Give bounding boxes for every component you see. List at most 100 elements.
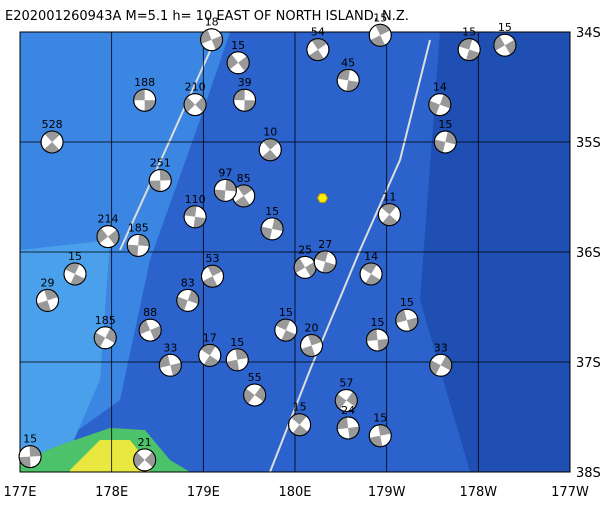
beachball-quadrant bbox=[365, 274, 381, 285]
beachball-quadrant bbox=[335, 394, 347, 410]
land-high bbox=[70, 440, 150, 472]
beachball-outline bbox=[395, 308, 419, 332]
depth-label: 14 bbox=[364, 250, 378, 263]
beachball-outline bbox=[36, 288, 59, 312]
beachball bbox=[138, 318, 162, 342]
depth-label: 214 bbox=[98, 213, 119, 226]
beachball-quadrant bbox=[44, 131, 61, 142]
depth-label: 33 bbox=[434, 341, 448, 354]
beachball-outline bbox=[93, 326, 117, 350]
beachball-quadrant bbox=[244, 100, 256, 112]
beachball-quadrant bbox=[108, 229, 120, 246]
depth-label: 18 bbox=[205, 16, 219, 29]
beachball-quadrant bbox=[170, 362, 182, 376]
beachball-outline bbox=[40, 130, 64, 154]
depth-label: 88 bbox=[143, 306, 157, 319]
beachball-outline bbox=[225, 348, 249, 372]
depth-label: 185 bbox=[95, 314, 116, 327]
beachball-quadrant bbox=[434, 139, 446, 153]
beachball bbox=[96, 225, 120, 249]
beachball bbox=[300, 334, 323, 357]
beachball bbox=[63, 262, 87, 286]
beachball bbox=[232, 184, 256, 208]
depth-label: 15 bbox=[230, 336, 244, 349]
depth-label: 53 bbox=[206, 252, 220, 265]
beachball-quadrant bbox=[44, 142, 60, 154]
beachball-outline bbox=[243, 383, 267, 407]
beachball bbox=[233, 88, 257, 112]
beachball-outline bbox=[368, 424, 392, 448]
beachball-outline bbox=[158, 353, 182, 377]
beachball bbox=[334, 389, 358, 412]
beachball bbox=[306, 38, 330, 62]
y-tick-label: 34S bbox=[576, 26, 601, 41]
beachball-outline bbox=[200, 28, 224, 52]
beachball-quadrant bbox=[382, 214, 398, 226]
beachball-outline bbox=[176, 288, 200, 312]
beachball-quadrant bbox=[184, 205, 197, 217]
beachball-quadrant bbox=[127, 244, 139, 257]
beachball-quadrant bbox=[159, 169, 172, 181]
beachball-quadrant bbox=[381, 203, 397, 215]
beachball-outline bbox=[183, 93, 207, 117]
beachball-quadrant bbox=[308, 49, 325, 61]
beachball-quadrant bbox=[311, 38, 328, 50]
x-tick-label: 178W bbox=[459, 485, 497, 500]
beachball bbox=[198, 343, 222, 367]
beachball-quadrant bbox=[305, 261, 317, 277]
beachball-quadrant bbox=[29, 445, 42, 457]
beachball-quadrant bbox=[225, 179, 237, 192]
depth-label: 57 bbox=[339, 377, 353, 390]
x-tick-label: 178E bbox=[95, 485, 128, 500]
depth-label: 24 bbox=[341, 404, 355, 417]
beachball bbox=[243, 383, 267, 407]
beachball-outline bbox=[313, 250, 337, 274]
beachball bbox=[395, 308, 419, 332]
beachball bbox=[428, 93, 452, 117]
beachball-quadrant bbox=[504, 39, 516, 55]
beachball-quadrant bbox=[96, 228, 108, 244]
beachball-outline bbox=[368, 23, 392, 47]
depth-label: 25 bbox=[298, 243, 312, 256]
beachball bbox=[368, 23, 392, 47]
beachball-outline bbox=[306, 38, 330, 62]
beachball-quadrant bbox=[237, 184, 253, 196]
beachball-quadrant bbox=[378, 424, 392, 436]
beachball-quadrant bbox=[346, 391, 358, 407]
beachball-outline bbox=[336, 416, 360, 440]
beachball-quadrant bbox=[243, 388, 255, 404]
depth-label: 528 bbox=[42, 118, 63, 131]
beachball-outline bbox=[300, 334, 323, 357]
beachball bbox=[288, 413, 312, 437]
beachball-quadrant bbox=[184, 96, 196, 113]
beachball-outline bbox=[334, 389, 358, 412]
beachball bbox=[377, 203, 401, 227]
beachball-outline bbox=[336, 68, 360, 92]
beachball-quadrant bbox=[105, 328, 117, 344]
beachball-quadrant bbox=[200, 344, 216, 356]
beachball-outline bbox=[138, 318, 162, 342]
beachball bbox=[93, 326, 117, 350]
beachball-outline bbox=[18, 445, 42, 469]
beachball bbox=[133, 448, 157, 472]
beachball bbox=[274, 318, 298, 342]
beachball-quadrant bbox=[235, 348, 249, 360]
depth-label: 20 bbox=[305, 322, 319, 335]
beachball-quadrant bbox=[207, 265, 223, 277]
depth-label: 83 bbox=[181, 276, 195, 289]
depth-label: 110 bbox=[185, 193, 206, 206]
beachball bbox=[429, 353, 453, 377]
beachball-outline bbox=[226, 51, 250, 75]
beachball-outline bbox=[63, 262, 87, 286]
beachball-quadrant bbox=[19, 456, 31, 468]
beachball-quadrant bbox=[138, 234, 150, 247]
depth-label: 15 bbox=[23, 433, 37, 446]
depth-label: 15 bbox=[371, 316, 385, 329]
beachball-quadrant bbox=[377, 338, 389, 351]
depth-label: 55 bbox=[248, 371, 262, 384]
beachball-outline bbox=[288, 413, 312, 437]
x-tick-label: 179W bbox=[368, 485, 406, 500]
x-tick-label: 179E bbox=[187, 485, 220, 500]
beachball-quadrant bbox=[214, 189, 226, 202]
beachball-quadrant bbox=[275, 319, 291, 331]
